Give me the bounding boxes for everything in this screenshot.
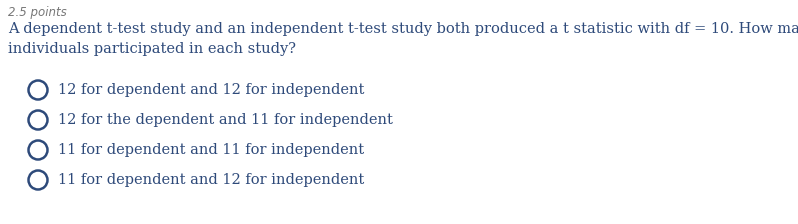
Text: 12 for the dependent and 11 for independent: 12 for the dependent and 11 for independ…	[57, 113, 393, 127]
Text: individuals participated in each study?: individuals participated in each study?	[8, 42, 296, 56]
Text: 11 for dependent and 12 for independent: 11 for dependent and 12 for independent	[57, 173, 364, 187]
Text: 12 for dependent and 12 for independent: 12 for dependent and 12 for independent	[57, 83, 364, 97]
Text: A dependent t-test study and an independent t-test study both produced a t stati: A dependent t-test study and an independ…	[8, 22, 798, 36]
Text: 11 for dependent and 11 for independent: 11 for dependent and 11 for independent	[57, 143, 364, 157]
Text: 2.5 points: 2.5 points	[8, 6, 67, 19]
